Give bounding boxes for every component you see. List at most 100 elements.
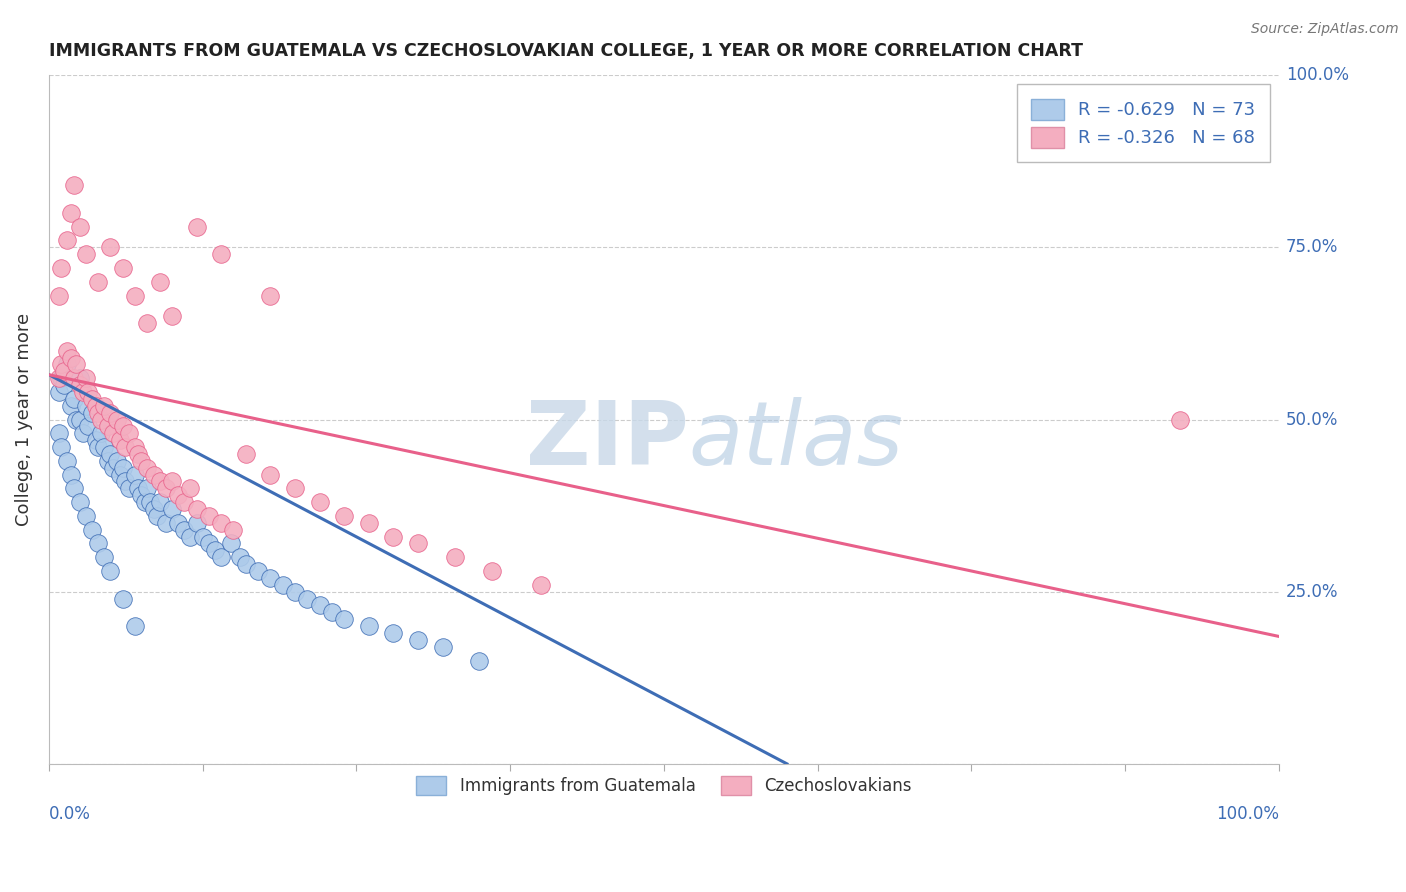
- Point: [136, 481, 159, 495]
- Point: [308, 599, 330, 613]
- Point: [160, 475, 183, 489]
- Point: [51, 260, 73, 275]
- Point: [62, 481, 84, 495]
- Point: [105, 454, 128, 468]
- Point: [62, 392, 84, 406]
- Point: [136, 316, 159, 330]
- Point: [321, 605, 343, 619]
- Point: [382, 626, 405, 640]
- Point: [111, 591, 134, 606]
- Point: [87, 406, 110, 420]
- Point: [134, 495, 156, 509]
- Point: [297, 591, 319, 606]
- Point: [271, 578, 294, 592]
- Point: [52, 364, 75, 378]
- Text: 0.0%: 0.0%: [49, 805, 91, 823]
- Point: [468, 653, 491, 667]
- Point: [127, 447, 149, 461]
- Point: [72, 384, 94, 399]
- Point: [1170, 412, 1192, 426]
- Point: [84, 433, 107, 447]
- Point: [142, 467, 165, 482]
- Point: [87, 440, 110, 454]
- Point: [118, 426, 141, 441]
- Point: [48, 426, 70, 441]
- Point: [139, 495, 162, 509]
- Point: [87, 536, 110, 550]
- Point: [443, 550, 465, 565]
- Point: [65, 358, 87, 372]
- Text: 50.0%: 50.0%: [1286, 410, 1339, 428]
- Point: [259, 467, 281, 482]
- Point: [101, 426, 124, 441]
- Point: [75, 247, 97, 261]
- Point: [432, 640, 454, 654]
- Point: [124, 619, 146, 633]
- Point: [48, 288, 70, 302]
- Point: [69, 371, 91, 385]
- Point: [48, 371, 70, 385]
- Point: [129, 454, 152, 468]
- Point: [160, 310, 183, 324]
- Point: [124, 440, 146, 454]
- Text: ZIP: ZIP: [526, 397, 689, 483]
- Point: [110, 433, 132, 447]
- Point: [382, 530, 405, 544]
- Point: [235, 557, 257, 571]
- Point: [259, 571, 281, 585]
- Point: [77, 384, 100, 399]
- Point: [111, 260, 134, 275]
- Point: [186, 219, 208, 234]
- Point: [284, 481, 307, 495]
- Point: [209, 516, 232, 530]
- Point: [56, 343, 79, 358]
- Point: [114, 475, 136, 489]
- Text: 100.0%: 100.0%: [1286, 66, 1348, 84]
- Point: [93, 440, 115, 454]
- Point: [127, 481, 149, 495]
- Point: [124, 467, 146, 482]
- Point: [52, 378, 75, 392]
- Point: [80, 406, 103, 420]
- Point: [118, 481, 141, 495]
- Point: [173, 495, 195, 509]
- Point: [75, 508, 97, 523]
- Point: [105, 412, 128, 426]
- Text: Source: ZipAtlas.com: Source: ZipAtlas.com: [1251, 22, 1399, 37]
- Point: [186, 502, 208, 516]
- Point: [51, 440, 73, 454]
- Point: [198, 536, 221, 550]
- Legend: Immigrants from Guatemala, Czechoslovakians: Immigrants from Guatemala, Czechoslovaki…: [408, 768, 920, 804]
- Point: [56, 454, 79, 468]
- Point: [90, 426, 112, 441]
- Point: [48, 384, 70, 399]
- Point: [93, 399, 115, 413]
- Text: 25.0%: 25.0%: [1286, 582, 1339, 600]
- Text: 100.0%: 100.0%: [1216, 805, 1279, 823]
- Point: [62, 371, 84, 385]
- Point: [100, 406, 122, 420]
- Point: [80, 392, 103, 406]
- Point: [179, 530, 201, 544]
- Y-axis label: College, 1 year or more: College, 1 year or more: [15, 313, 32, 526]
- Text: atlas: atlas: [689, 397, 904, 483]
- Point: [97, 454, 120, 468]
- Point: [56, 234, 79, 248]
- Point: [160, 502, 183, 516]
- Point: [142, 502, 165, 516]
- Point: [100, 564, 122, 578]
- Point: [333, 508, 356, 523]
- Point: [77, 419, 100, 434]
- Point: [69, 495, 91, 509]
- Point: [219, 536, 242, 550]
- Point: [357, 619, 380, 633]
- Point: [209, 247, 232, 261]
- Point: [60, 399, 83, 413]
- Point: [87, 275, 110, 289]
- Text: 75.0%: 75.0%: [1286, 238, 1339, 256]
- Point: [111, 419, 134, 434]
- Point: [69, 412, 91, 426]
- Point: [69, 219, 91, 234]
- Point: [51, 371, 73, 385]
- Point: [481, 564, 503, 578]
